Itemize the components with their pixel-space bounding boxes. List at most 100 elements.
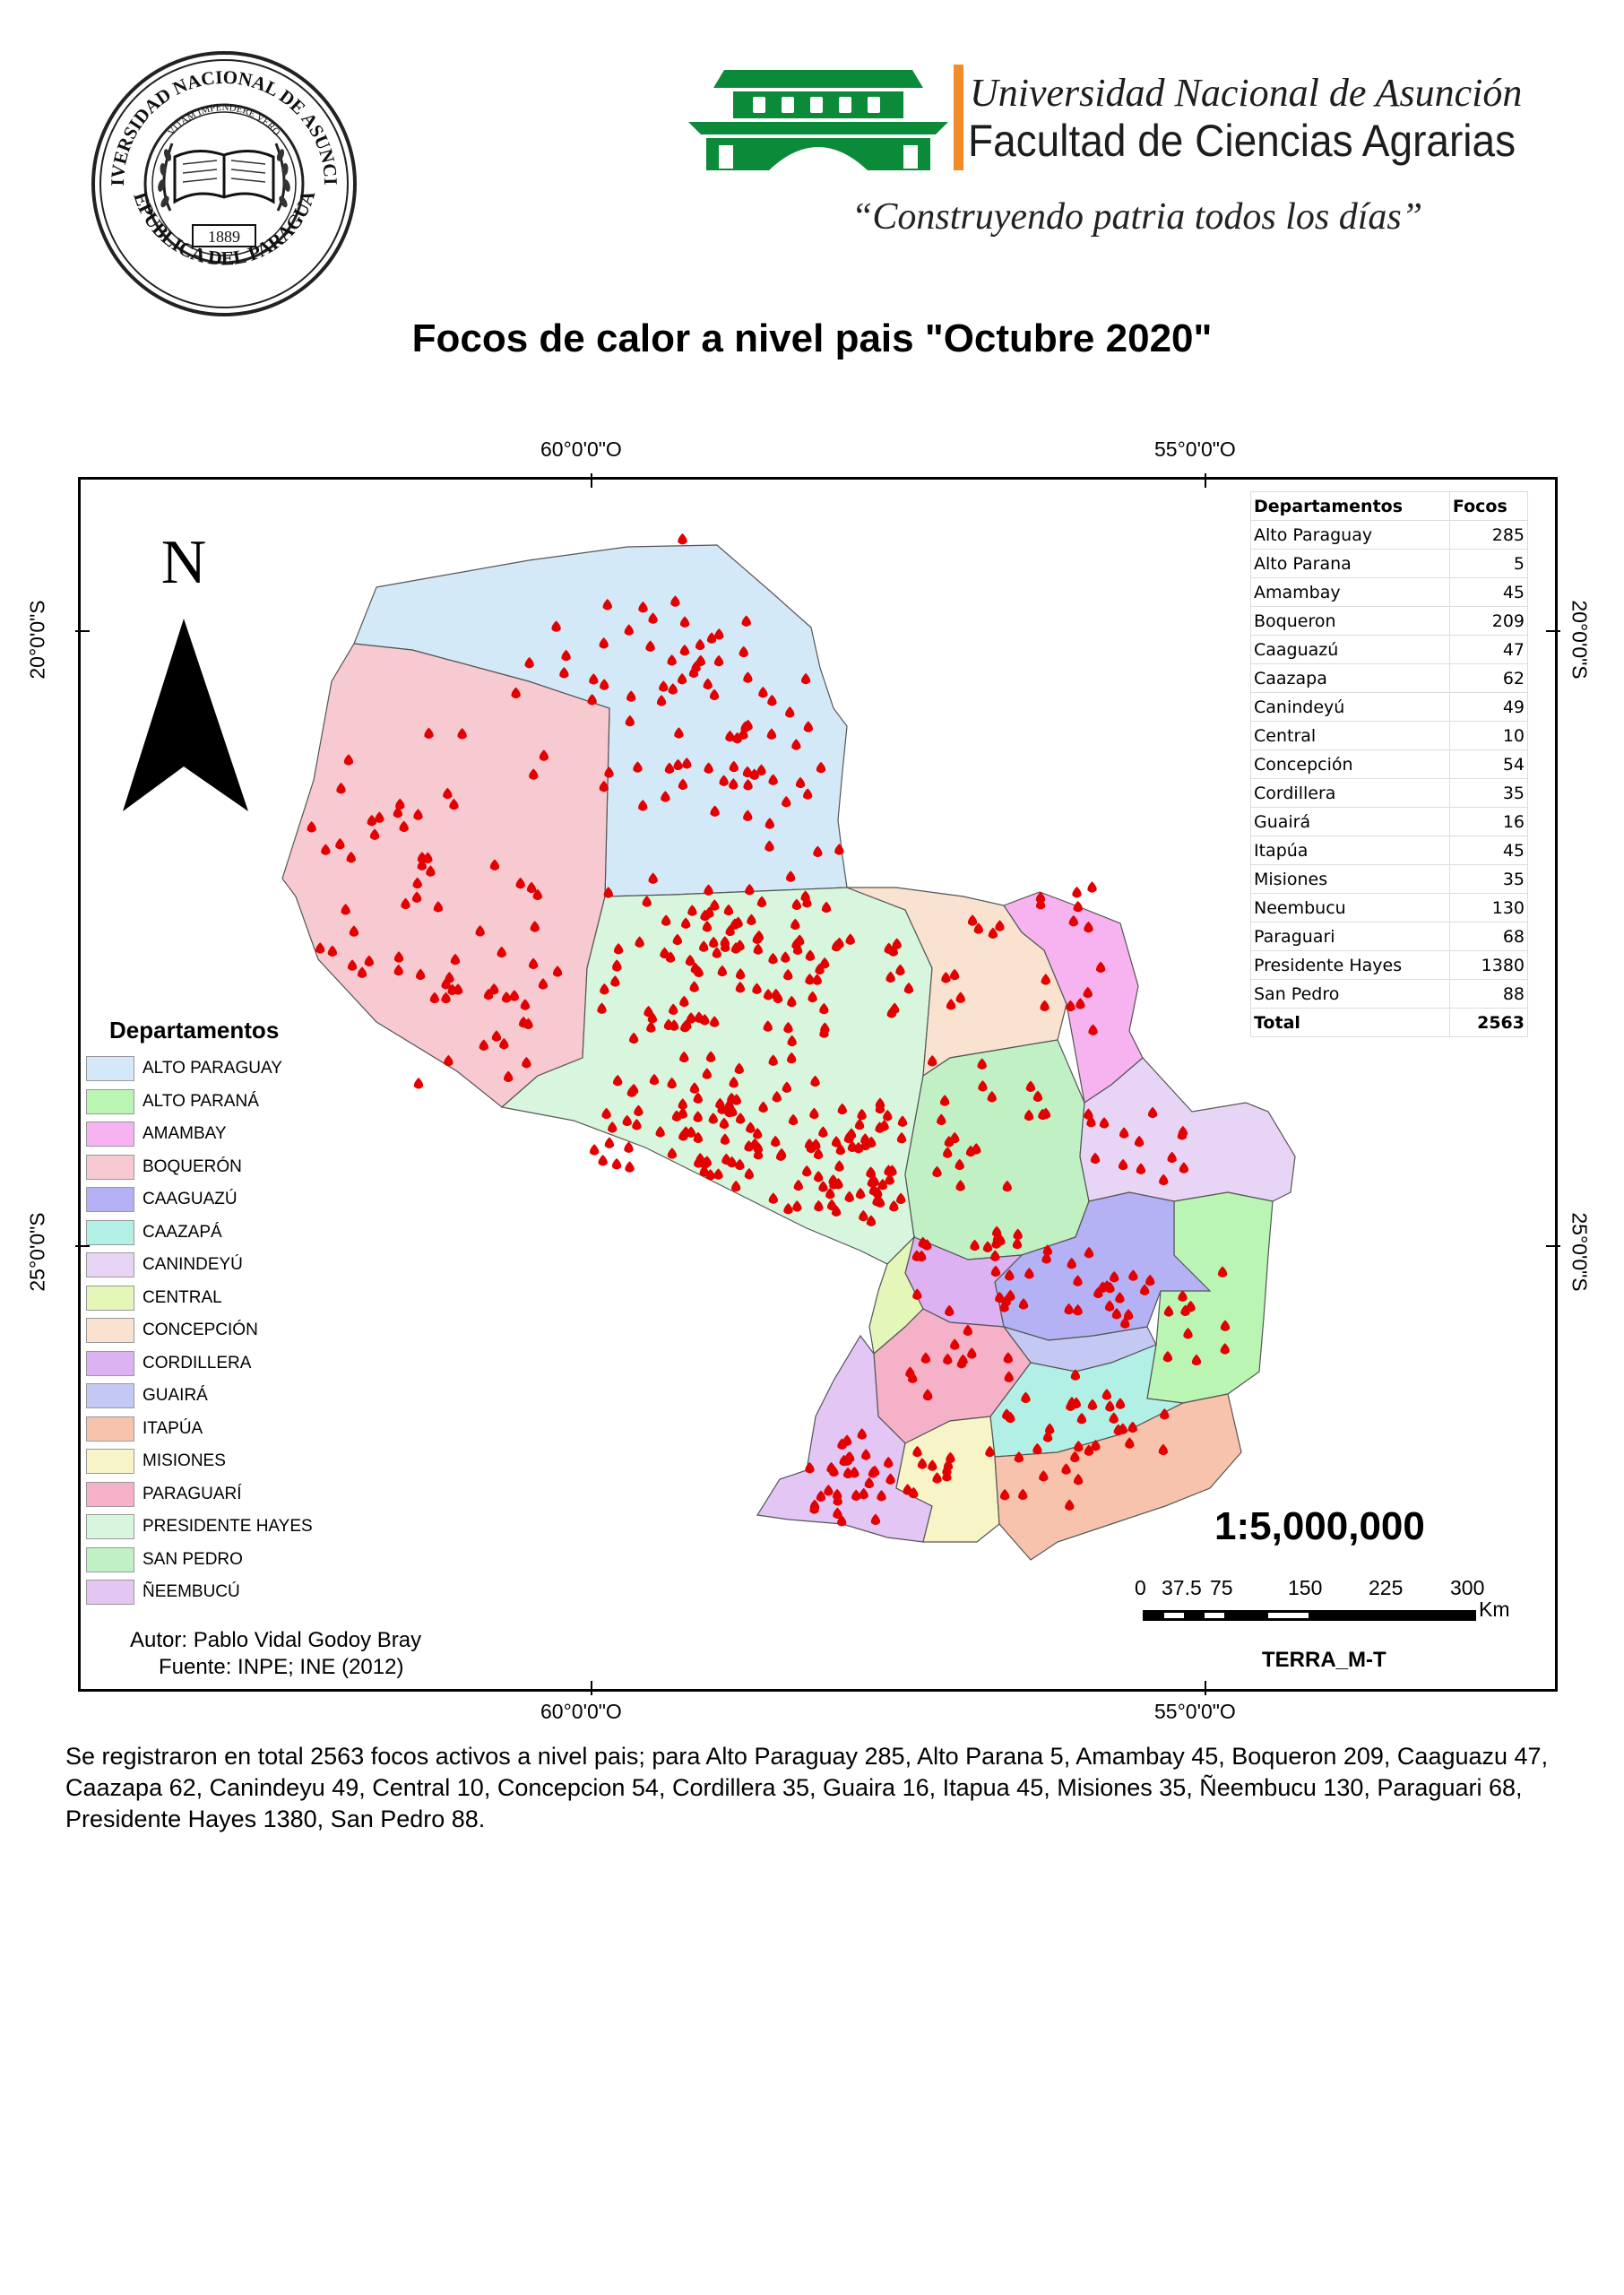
table-header-departamentos: Departamentos bbox=[1250, 491, 1450, 521]
hotspot-fire-icon bbox=[689, 1082, 700, 1094]
hotspot-fire-icon bbox=[965, 1145, 976, 1157]
hotspot-fire-icon bbox=[700, 909, 710, 922]
hotspot-fire-icon bbox=[809, 1107, 819, 1120]
hotspot-fire-icon bbox=[679, 616, 690, 628]
hotspot-fire-icon bbox=[990, 1265, 1001, 1277]
hotspot-fire-icon bbox=[1183, 1327, 1193, 1339]
hotspot-fire-icon bbox=[613, 942, 624, 955]
hotspot-fire-icon bbox=[538, 978, 549, 990]
hotspot-fire-icon bbox=[756, 896, 767, 908]
legend-label: CORDILLERA bbox=[143, 1353, 252, 1373]
scalebar-tick-37-5: 37.5 bbox=[1162, 1576, 1202, 1599]
hotspot-fire-icon bbox=[1158, 1443, 1169, 1456]
hotspot-fire-icon bbox=[504, 1070, 514, 1082]
hotspot-fire-icon bbox=[1140, 1284, 1150, 1295]
hotspot-fire-icon bbox=[725, 730, 735, 742]
hotspot-fire-icon bbox=[717, 965, 727, 977]
table-cell-departamento: Caaguazú bbox=[1250, 635, 1450, 664]
hotspot-fire-icon bbox=[712, 947, 721, 958]
hotspot-fire-icon bbox=[710, 805, 720, 817]
hotspot-fire-icon bbox=[429, 992, 440, 1004]
legend-label: ALTO PARAGUAY bbox=[143, 1059, 282, 1078]
hotspot-fire-icon bbox=[529, 768, 539, 780]
legend-swatch bbox=[86, 1449, 134, 1474]
hotspot-fire-icon bbox=[731, 1180, 741, 1192]
hotspot-fire-icon bbox=[850, 1466, 860, 1478]
hotspot-fire-icon bbox=[497, 946, 506, 958]
hotspot-fire-icon bbox=[1162, 1350, 1173, 1363]
hotspot-fire-icon bbox=[1070, 1369, 1081, 1381]
hotspot-fire-icon bbox=[702, 1068, 712, 1079]
hotspot-fire-icon bbox=[803, 721, 814, 732]
hotspot-fire-icon bbox=[883, 1109, 893, 1122]
table-row: Neembucu 130 bbox=[1250, 893, 1529, 922]
hotspot-fire-icon bbox=[742, 766, 753, 778]
hotspot-fire-icon bbox=[888, 945, 898, 957]
hotspot-fire-icon bbox=[552, 966, 563, 977]
hotspot-fire-icon bbox=[632, 1119, 642, 1130]
hotspot-fire-icon bbox=[772, 1091, 782, 1103]
hotspot-fire-icon bbox=[813, 1148, 824, 1160]
hotspot-fire-icon bbox=[604, 766, 614, 778]
hotspot-fire-icon bbox=[988, 927, 998, 940]
hotspot-fire-icon bbox=[825, 1187, 835, 1199]
map-author: Autor: Pablo Vidal Godoy Bray bbox=[130, 1628, 422, 1652]
hotspot-fire-icon bbox=[815, 963, 825, 975]
faculty-name: Facultad de Ciencias Agrarias bbox=[968, 116, 1516, 166]
hotspot-fire-icon bbox=[735, 981, 746, 993]
seal-year: 1889 bbox=[208, 228, 240, 246]
hotspot-fire-icon bbox=[819, 1002, 829, 1015]
hotspot-fire-icon bbox=[714, 628, 724, 640]
hotspot-fire-icon bbox=[749, 768, 759, 780]
hotspot-fire-icon bbox=[599, 780, 609, 792]
hotspot-fire-icon bbox=[399, 820, 409, 832]
hotspot-fire-icon bbox=[646, 1021, 656, 1033]
map-frame bbox=[78, 477, 1558, 1692]
hotspot-fire-icon bbox=[708, 1113, 718, 1124]
legend-label: CANINDEYÚ bbox=[143, 1255, 243, 1274]
legend-swatch bbox=[86, 1056, 134, 1081]
legend-swatch bbox=[86, 1514, 134, 1539]
hotspot-fire-icon bbox=[1083, 986, 1093, 999]
hotspot-fire-icon bbox=[855, 1187, 866, 1199]
hotspot-fire-icon bbox=[681, 917, 691, 929]
legend-label: BOQUERÓN bbox=[143, 1156, 242, 1176]
legend-swatch bbox=[86, 1252, 134, 1277]
hotspot-fire-icon bbox=[1104, 1300, 1115, 1312]
hotspot-fire-icon bbox=[897, 1115, 908, 1127]
hotspot-fire-icon bbox=[695, 654, 705, 667]
scalebar-unit: Km bbox=[1479, 1598, 1510, 1621]
hotspot-fire-icon bbox=[1145, 1274, 1155, 1286]
hotspot-fire-icon bbox=[601, 1107, 611, 1120]
hotspot-fire-icon bbox=[756, 764, 766, 775]
hotspot-fire-icon bbox=[859, 1487, 868, 1500]
hotspot-fire-icon bbox=[1136, 1163, 1146, 1174]
hotspot-fire-icon bbox=[1118, 1158, 1128, 1171]
hotspot-fire-icon bbox=[719, 775, 729, 786]
hotspot-fire-icon bbox=[887, 1165, 897, 1176]
table-row: Alto Parana 5 bbox=[1250, 549, 1529, 578]
hotspot-fire-icon bbox=[1101, 1389, 1112, 1400]
table-cell-departamento: Misiones bbox=[1250, 864, 1450, 894]
hotspot-fire-icon bbox=[625, 1161, 635, 1173]
table-row: Alto Paraguay 285 bbox=[1250, 520, 1529, 550]
hotspot-layer bbox=[307, 533, 1231, 1527]
hotspot-fire-icon bbox=[1067, 1396, 1077, 1408]
hotspot-fire-icon bbox=[805, 1461, 815, 1474]
hotspot-fire-icon bbox=[942, 1469, 952, 1482]
hotspot-fire-icon bbox=[622, 1114, 632, 1127]
university-seal: UNIVERSIDAD NACIONAL DE ASUNCION REPUBLI… bbox=[90, 49, 357, 316]
hotspot-fire-icon bbox=[928, 1459, 937, 1471]
hotspot-fire-icon bbox=[705, 1051, 716, 1062]
university-name: Universidad Nacional de Asunción bbox=[970, 71, 1523, 115]
hotspot-fire-icon bbox=[955, 992, 965, 1003]
hotspot-fire-icon bbox=[787, 1035, 797, 1047]
hotspot-fire-icon bbox=[885, 1173, 894, 1185]
scalebar-tick-0: 0 bbox=[1135, 1576, 1146, 1599]
hotspot-fire-icon bbox=[489, 859, 500, 870]
hotspot-fire-icon bbox=[633, 761, 643, 773]
hotspot-fire-icon bbox=[977, 1058, 987, 1070]
hotspot-fire-icon bbox=[814, 1199, 824, 1212]
hotspot-fire-icon bbox=[743, 671, 753, 683]
